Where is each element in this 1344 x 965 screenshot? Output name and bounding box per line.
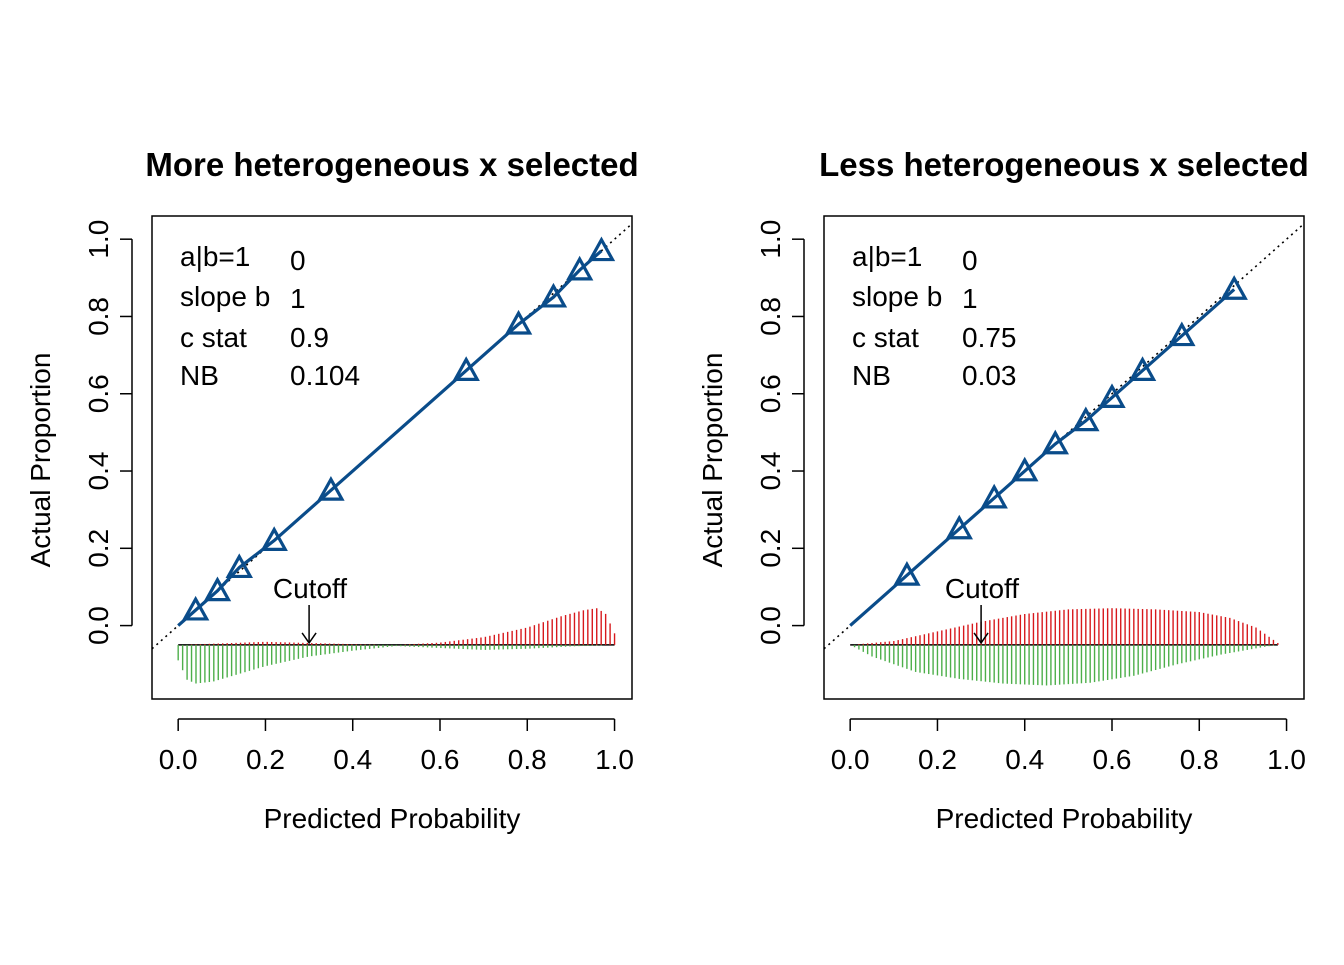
y-tick-label: 1.0 xyxy=(83,220,114,259)
y-tick-label: 0.6 xyxy=(755,374,786,413)
x-tick-label: 0.4 xyxy=(333,744,372,775)
stat-label-slope: slope b xyxy=(852,281,942,312)
stat-value-cstat: 0.75 xyxy=(962,322,1017,353)
triangle-point xyxy=(317,476,345,501)
triangle-point xyxy=(1098,383,1126,409)
triangle-point xyxy=(1072,406,1100,432)
x-axis-label: Predicted Probability xyxy=(936,803,1193,834)
triangle-point xyxy=(980,483,1008,509)
stat-label-nb: NB xyxy=(852,360,891,391)
y-tick-label: 0.2 xyxy=(83,529,114,568)
triangle-point xyxy=(1168,321,1196,347)
cutoff-arrow-head xyxy=(301,632,317,645)
y-tick-label: 0.4 xyxy=(755,452,786,491)
cutoff-arrow-head xyxy=(973,632,989,645)
stat-label-intercept: a|b=1 xyxy=(180,241,250,272)
triangle-point xyxy=(225,553,253,579)
plot-area xyxy=(824,223,1304,686)
chart-title: More heterogeneous x selected xyxy=(145,146,638,183)
triangle-point xyxy=(587,236,616,262)
y-tick-label: 0.0 xyxy=(83,606,114,645)
x-tick-label: 1.0 xyxy=(595,744,634,775)
triangle-point xyxy=(1011,456,1039,482)
x-tick-label: 0.6 xyxy=(1093,744,1132,775)
x-tick-label: 0.0 xyxy=(159,744,198,775)
y-tick-label: 0.2 xyxy=(755,529,786,568)
triangle-point xyxy=(1220,275,1248,300)
stat-value-cstat: 0.9 xyxy=(290,322,329,353)
x-tick-label: 0.8 xyxy=(508,744,547,775)
x-tick-label: 0.8 xyxy=(1180,744,1219,775)
triangle-point xyxy=(945,514,973,540)
stat-label-nb: NB xyxy=(180,360,219,391)
stat-value-nb: 0.03 xyxy=(962,360,1017,391)
stat-label-slope: slope b xyxy=(180,281,270,312)
stat-value-intercept: 0 xyxy=(962,245,978,276)
triangle-point xyxy=(181,595,210,621)
panel-more-heterogeneous: More heterogeneous x selected Predicted … xyxy=(25,146,639,834)
x-tick-label: 1.0 xyxy=(1267,744,1306,775)
triangle-point xyxy=(452,356,480,381)
stat-label-cstat: c stat xyxy=(180,322,247,353)
x-axis-label: Predicted Probability xyxy=(264,803,521,834)
x-tick-label: 0.4 xyxy=(1005,744,1044,775)
stat-value-nb: 0.104 xyxy=(290,360,360,391)
triangle-point xyxy=(203,576,232,602)
triangle-point xyxy=(565,255,594,281)
triangle-point xyxy=(893,561,921,586)
x-tick-label: 0.6 xyxy=(421,744,460,775)
cutoff-annotation: Cutoff xyxy=(273,573,347,604)
triangle-point xyxy=(504,309,533,335)
y-tick-label: 0.8 xyxy=(755,297,786,336)
stat-label-cstat: c stat xyxy=(852,322,919,353)
y-tick-label: 0.0 xyxy=(755,606,786,645)
stat-value-slope: 1 xyxy=(290,283,306,314)
triangle-point xyxy=(260,526,288,551)
stat-label-intercept: a|b=1 xyxy=(852,241,922,272)
panel-less-heterogeneous: Less heterogeneous x selected Predicted … xyxy=(697,146,1309,834)
chart-title: Less heterogeneous x selected xyxy=(819,146,1309,183)
calibration-curve xyxy=(849,288,1236,627)
plot-frame xyxy=(823,215,1305,700)
x-tick-label: 0.2 xyxy=(918,744,957,775)
y-axis-label: Actual Proportion xyxy=(697,353,728,568)
calibration-curve xyxy=(177,249,603,627)
stat-value-intercept: 0 xyxy=(290,245,306,276)
triangle-point xyxy=(1041,429,1069,455)
x-tick-label: 0.0 xyxy=(831,744,870,775)
x-tick-label: 0.2 xyxy=(246,744,285,775)
plot-area xyxy=(152,223,632,684)
y-tick-label: 0.4 xyxy=(83,452,114,491)
y-tick-label: 0.8 xyxy=(83,297,114,336)
y-tick-label: 0.6 xyxy=(83,374,114,413)
y-tick-label: 1.0 xyxy=(755,220,786,259)
plot-frame xyxy=(151,215,633,700)
triangle-point xyxy=(1128,356,1157,381)
triangle-point xyxy=(539,282,568,308)
stat-value-slope: 1 xyxy=(962,283,978,314)
cutoff-annotation: Cutoff xyxy=(945,573,1019,604)
reference-diagonal xyxy=(152,223,632,650)
y-axis-label: Actual Proportion xyxy=(25,353,56,568)
